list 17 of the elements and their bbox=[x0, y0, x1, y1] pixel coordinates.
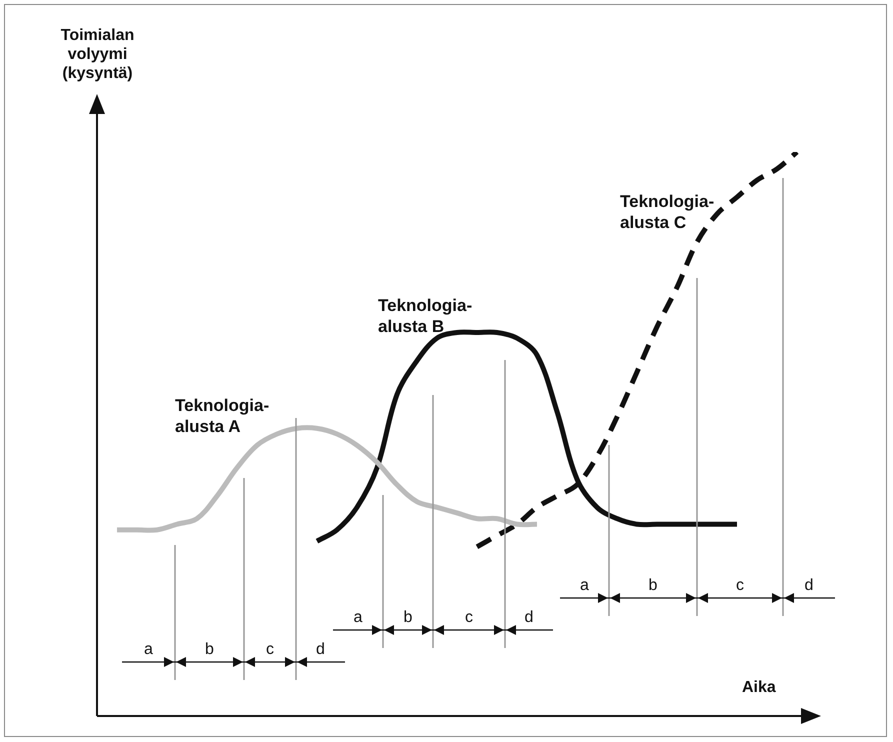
annotation: d bbox=[316, 641, 325, 658]
annotation: b bbox=[404, 609, 413, 626]
annotation: d bbox=[804, 577, 814, 594]
series-label: Teknologia-alusta C bbox=[620, 192, 714, 232]
annotation: b bbox=[205, 641, 214, 658]
y-axis-title: Toimialan volyymi (kysyntä) bbox=[60, 26, 136, 83]
annotation: a bbox=[144, 641, 154, 658]
annotation: c bbox=[736, 577, 744, 594]
series-label: Teknologia-alusta A bbox=[175, 396, 270, 436]
annotation: d bbox=[524, 609, 534, 626]
x-axis-title: Aika bbox=[742, 678, 776, 697]
annotation: c bbox=[266, 641, 274, 658]
annotation: a bbox=[580, 577, 590, 594]
annotation: b bbox=[648, 577, 658, 594]
annotation: a bbox=[354, 609, 363, 626]
annotation: c bbox=[465, 609, 473, 626]
series-label: Teknologia-alusta B bbox=[378, 296, 472, 336]
